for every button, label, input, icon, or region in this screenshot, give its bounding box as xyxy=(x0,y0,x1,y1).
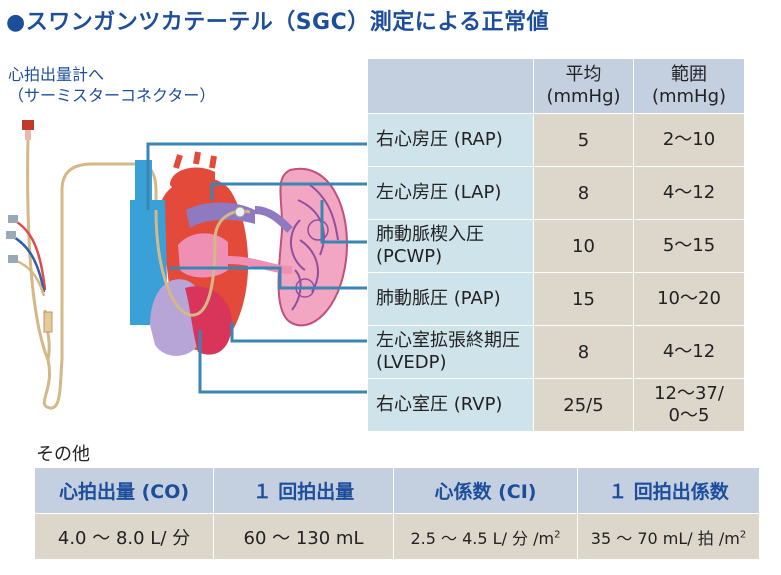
row-label-text: 右心室圧 (RVP) xyxy=(376,394,503,415)
row-label: 左心室拡張終期圧 (LVEDP) xyxy=(367,325,534,379)
row-range-text: 4〜12 xyxy=(662,341,716,362)
row-label-text: 右心房圧 (RAP) xyxy=(376,129,503,150)
row-avg: 25/5 xyxy=(533,378,634,432)
catheter-connector-label: 心拍出量計へ （サーミスターコネクター） xyxy=(8,64,215,106)
row-range-text: 2〜10 xyxy=(662,129,716,150)
other-value-sup: 2 xyxy=(554,529,561,541)
catheter-label-line2: （サーミスターコネクター） xyxy=(8,86,216,105)
row-range: 4〜12 xyxy=(633,166,745,220)
avg-header-line2: (mmHg) xyxy=(546,86,621,107)
catheter-label-line1: 心拍出量計へ xyxy=(8,65,105,84)
other-value-co: 4.0 〜 8.0 L/ 分 xyxy=(34,513,214,560)
lung xyxy=(227,167,348,327)
row-range-text: 10〜20 xyxy=(657,288,721,309)
other-value-text: 60 〜 130 mL xyxy=(243,527,364,549)
row-label-text2: (LVEDP) xyxy=(376,352,447,373)
other-value-svi: 35 〜 70 mL/ 拍 /m2 xyxy=(577,513,760,560)
other-value-sv: 60 〜 130 mL xyxy=(213,513,394,560)
row-label: 右心房圧 (RAP) xyxy=(367,113,534,167)
other-header-sv: １ 回拍出量 xyxy=(213,467,394,514)
row-label: 肺動脈楔入圧 (PCWP) xyxy=(367,219,534,273)
pressure-header-range: 範囲 (mmHg) xyxy=(633,58,745,114)
other-table: 心拍出量 (CO) １ 回拍出量 心係数 (CI) １ 回拍出係数 4.0 〜 … xyxy=(34,467,760,560)
catheter-side-ports xyxy=(6,215,47,297)
table-row: 左心室拡張終期圧 (LVEDP) 8 4〜12 xyxy=(367,325,745,379)
row-avg: 5 xyxy=(533,113,634,167)
pressure-header-avg: 平均 (mmHg) xyxy=(533,58,634,114)
other-header-ci: 心係数 (CI) xyxy=(393,467,578,514)
row-range-text: 5〜15 xyxy=(662,235,716,256)
other-header-row: 心拍出量 (CO) １ 回拍出量 心係数 (CI) １ 回拍出係数 xyxy=(34,467,760,514)
row-range: 2〜10 xyxy=(633,113,745,167)
row-range: 4〜12 xyxy=(633,325,745,379)
row-range-text: 12〜37/ xyxy=(654,383,724,404)
other-value-ci: 2.5 〜 4.5 L/ 分 /m2 xyxy=(393,513,578,560)
range-header-line2: (mmHg) xyxy=(651,86,727,107)
other-header-svi: １ 回拍出係数 xyxy=(577,467,760,514)
heart xyxy=(130,151,255,356)
catheter-in-heart xyxy=(154,206,251,317)
row-range-text2: 0〜5 xyxy=(668,405,710,426)
page-title: ●スワンガンツカテーテル（SGC）測定による正常値 xyxy=(6,10,550,35)
table-row: 右心房圧 (RAP) 5 2〜10 xyxy=(367,113,745,167)
table-row: 肺動脈圧 (PAP) 15 10〜20 xyxy=(367,272,745,326)
row-label-text: 肺動脈楔入圧 xyxy=(376,224,484,245)
leader-lines xyxy=(146,142,367,394)
row-label: 右心室圧 (RVP) xyxy=(367,378,534,432)
pressure-header-row: 平均 (mmHg) 範囲 (mmHg) xyxy=(367,58,745,114)
other-header-co: 心拍出量 (CO) xyxy=(34,467,214,514)
row-range-text: 4〜12 xyxy=(662,182,716,203)
other-section-label: その他 xyxy=(36,444,90,465)
row-avg: 8 xyxy=(533,325,634,379)
pressure-header-blank xyxy=(367,58,534,114)
row-avg: 15 xyxy=(533,272,634,326)
table-row: 左心房圧 (LAP) 8 4〜12 xyxy=(367,166,745,220)
row-label: 左心房圧 (LAP) xyxy=(367,166,534,220)
avg-header-line1: 平均 xyxy=(565,64,602,85)
other-value-sup: 2 xyxy=(739,529,747,541)
row-range: 10〜20 xyxy=(633,272,745,326)
range-header-line1: 範囲 xyxy=(671,64,707,85)
row-range: 5〜15 xyxy=(633,219,745,273)
pressure-table: 平均 (mmHg) 範囲 (mmHg) 右心房圧 (RAP) 5 2〜10 左心… xyxy=(367,58,745,432)
other-value-text: 2.5 〜 4.5 L/ 分 /m xyxy=(410,528,555,548)
heart-catheter-illustration xyxy=(6,120,367,410)
row-label-text: 左心室拡張終期圧 xyxy=(376,330,520,351)
table-row: 右心室圧 (RVP) 25/5 12〜37/0〜5 xyxy=(367,378,745,432)
row-range: 12〜37/0〜5 xyxy=(633,378,745,432)
row-avg: 8 xyxy=(533,166,634,220)
row-label-text: 肺動脈圧 (PAP) xyxy=(376,288,501,309)
other-value-row: 4.0 〜 8.0 L/ 分 60 〜 130 mL 2.5 〜 4.5 L/ … xyxy=(34,513,760,560)
row-label: 肺動脈圧 (PAP) xyxy=(367,272,534,326)
catheter-tip-connector xyxy=(22,120,34,140)
other-value-text: 4.0 〜 8.0 L/ 分 xyxy=(57,527,191,549)
table-row: 肺動脈楔入圧 (PCWP) 10 5〜15 xyxy=(367,219,745,273)
row-avg: 10 xyxy=(533,219,634,273)
row-label-text2: (PCWP) xyxy=(376,246,443,267)
row-label-text: 左心房圧 (LAP) xyxy=(376,182,502,203)
other-value-text: 35 〜 70 mL/ 拍 /m xyxy=(590,528,740,548)
